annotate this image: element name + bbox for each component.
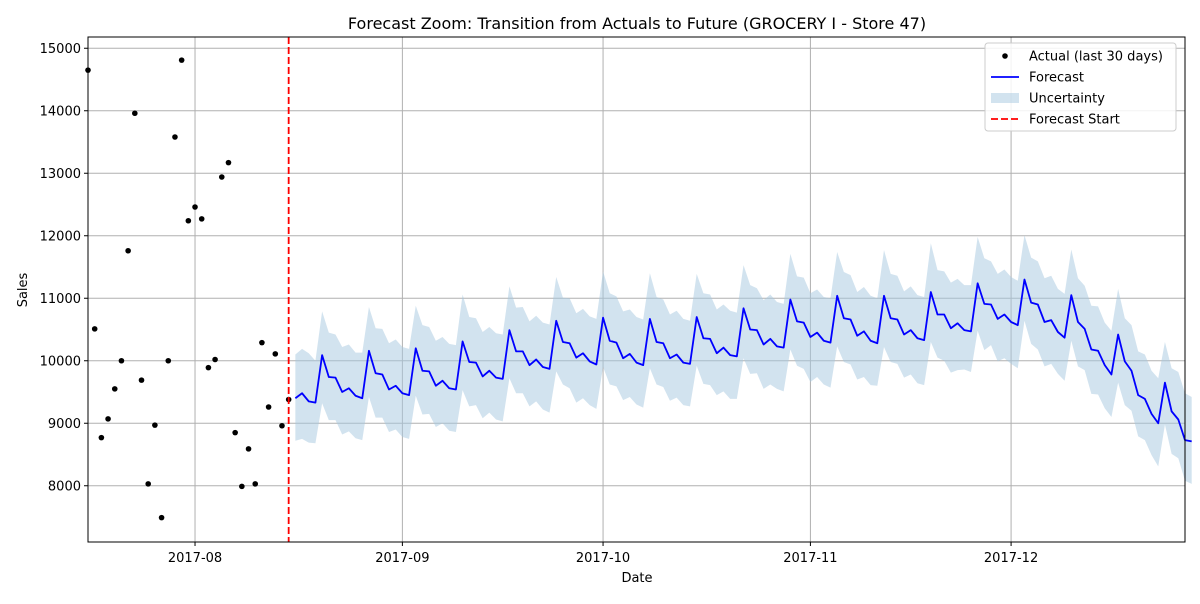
- actual-point: [212, 356, 218, 363]
- legend: Actual (last 30 days) Forecast Uncertainty…: [984, 42, 1177, 132]
- actual-point: [165, 357, 172, 364]
- actual-point: [185, 217, 192, 224]
- actual-point: [158, 514, 165, 521]
- actual-point: [272, 351, 279, 357]
- x-tick-label: 2017-08: [168, 551, 222, 566]
- actual-point: [152, 422, 158, 428]
- forecast-line-layer: [294, 278, 1192, 443]
- actual-point: [225, 159, 232, 166]
- legend-actual-marker: [1002, 53, 1008, 59]
- y-tick-label: 10000: [40, 354, 81, 369]
- actual-point: [172, 134, 178, 140]
- x-axis-label: Date: [621, 571, 652, 586]
- actual-point: [245, 446, 252, 452]
- actual-point: [218, 174, 225, 180]
- legend-label: Uncertainty: [1029, 92, 1105, 107]
- y-tick-label: 15000: [40, 42, 81, 57]
- legend-label: Forecast Start: [1029, 113, 1120, 128]
- actual-point: [252, 481, 259, 487]
- actual-point: [98, 434, 105, 441]
- y-tick-label: 13000: [40, 167, 81, 182]
- legend-box: [984, 42, 1177, 132]
- y-axis-label: Sales: [16, 272, 31, 307]
- actual-point: [259, 339, 265, 346]
- actual-point: [111, 386, 118, 392]
- y-axis-ticks: 8000 9000 10000 11000 12000 13000 14000 15000: [40, 42, 88, 494]
- x-tick-label: 2017-09: [375, 551, 429, 566]
- actual-point: [192, 204, 198, 210]
- x-tick-label: 2017-11: [783, 551, 837, 566]
- actual-point: [118, 357, 125, 364]
- actual-point: [145, 481, 151, 487]
- actual-point: [105, 416, 111, 422]
- x-axis-ticks: 2017-08 2017-09 2017-10 2017-11 2017-12: [168, 542, 1038, 566]
- y-tick-label: 11000: [40, 292, 81, 307]
- actual-point: [232, 429, 238, 436]
- actual-point: [132, 110, 138, 117]
- actual-point: [265, 404, 272, 410]
- x-tick-label: 2017-12: [984, 551, 1038, 566]
- plot-frame: [87, 36, 1186, 543]
- actual-point: [198, 216, 205, 222]
- y-tick-label: 12000: [40, 229, 81, 244]
- actual-point: [138, 377, 145, 383]
- uncertainty-band-layer: [295, 235, 1192, 484]
- legend-label: Actual (last 30 days): [1029, 50, 1163, 65]
- legend-label: Forecast: [1029, 71, 1084, 86]
- actual-point: [239, 483, 245, 490]
- actual-point: [178, 57, 185, 63]
- actual-point: [125, 247, 131, 254]
- y-tick-label: 14000: [40, 104, 81, 119]
- y-tick-label: 9000: [48, 417, 81, 432]
- legend-uncertainty-swatch: [991, 93, 1019, 103]
- uncertainty-band: [295, 235, 1192, 484]
- actual-point: [91, 326, 98, 332]
- y-tick-label: 8000: [48, 479, 81, 494]
- actual-point: [205, 364, 212, 371]
- forecast-line: [294, 278, 1192, 443]
- x-tick-label: 2017-10: [576, 551, 630, 566]
- chart-title: Forecast Zoom: Transition from Actuals t…: [348, 14, 926, 33]
- actual-point: [279, 422, 285, 429]
